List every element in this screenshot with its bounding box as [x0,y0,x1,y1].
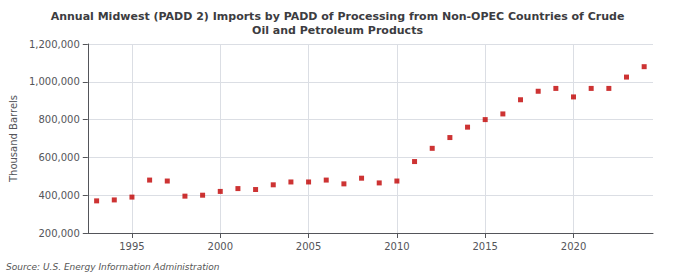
svg-text:Oil and Petroleum Products: Oil and Petroleum Products [252,24,423,37]
svg-text:2010: 2010 [384,241,409,252]
svg-text:2020: 2020 [561,241,586,252]
svg-text:Source: U.S. Energy Informatio: Source: U.S. Energy Information Administ… [6,262,220,272]
svg-text:1,000,000: 1,000,000 [29,76,80,87]
svg-text:Annual Midwest (PADD 2) Import: Annual Midwest (PADD 2) Imports by PADD … [51,10,625,23]
svg-text:1,200,000: 1,200,000 [29,39,80,50]
svg-text:200,000: 200,000 [38,228,79,239]
svg-text:1995: 1995 [119,241,144,252]
svg-text:600,000: 600,000 [38,152,79,163]
svg-text:800,000: 800,000 [38,114,79,125]
svg-text:2005: 2005 [296,241,321,252]
svg-text:400,000: 400,000 [38,190,79,201]
svg-text:2015: 2015 [472,241,497,252]
svg-text:2000: 2000 [208,241,233,252]
svg-text:Thousand Barrels: Thousand Barrels [8,95,19,183]
